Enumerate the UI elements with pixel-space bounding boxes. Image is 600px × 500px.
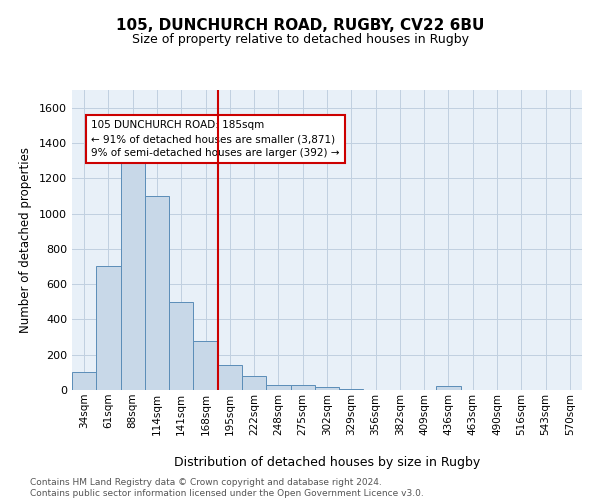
Bar bbox=[121, 152, 145, 390]
Bar bbox=[266, 384, 290, 390]
Bar bbox=[315, 388, 339, 390]
Bar bbox=[436, 386, 461, 390]
Bar bbox=[145, 196, 169, 390]
Text: 105 DUNCHURCH ROAD: 185sqm
← 91% of detached houses are smaller (3,871)
9% of se: 105 DUNCHURCH ROAD: 185sqm ← 91% of deta… bbox=[91, 120, 340, 158]
Text: Size of property relative to detached houses in Rugby: Size of property relative to detached ho… bbox=[131, 32, 469, 46]
Bar bbox=[72, 372, 96, 390]
Bar bbox=[339, 389, 364, 390]
Bar bbox=[218, 366, 242, 390]
Bar bbox=[242, 376, 266, 390]
Bar bbox=[96, 266, 121, 390]
Text: Distribution of detached houses by size in Rugby: Distribution of detached houses by size … bbox=[174, 456, 480, 469]
Y-axis label: Number of detached properties: Number of detached properties bbox=[19, 147, 32, 333]
Text: Contains HM Land Registry data © Crown copyright and database right 2024.
Contai: Contains HM Land Registry data © Crown c… bbox=[30, 478, 424, 498]
Bar bbox=[169, 302, 193, 390]
Bar bbox=[290, 384, 315, 390]
Bar bbox=[193, 340, 218, 390]
Text: 105, DUNCHURCH ROAD, RUGBY, CV22 6BU: 105, DUNCHURCH ROAD, RUGBY, CV22 6BU bbox=[116, 18, 484, 32]
